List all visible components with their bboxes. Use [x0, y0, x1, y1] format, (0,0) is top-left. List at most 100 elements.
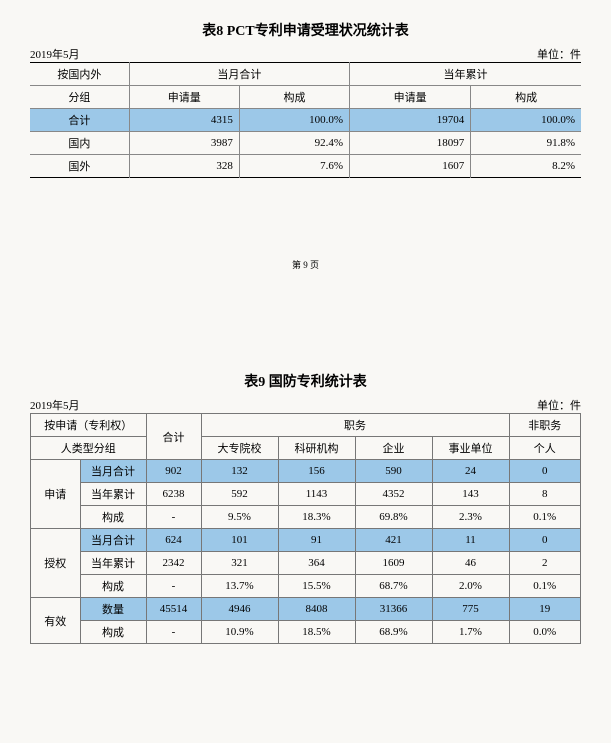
table-row: 授权当月合计62410191421110 — [31, 529, 581, 552]
t9-h-total: 合计 — [146, 414, 201, 460]
cell: 775 — [432, 598, 509, 621]
t8-h-yqty: 申请量 — [350, 86, 471, 109]
cell: 101 — [201, 529, 278, 552]
cell: 4946 — [201, 598, 278, 621]
t9-h-group-bottom: 人类型分组 — [31, 437, 147, 460]
cell: 592 — [201, 483, 278, 506]
cell: 143 — [432, 483, 509, 506]
cell: 18097 — [350, 132, 471, 155]
t9-h-c5: 个人 — [509, 437, 581, 460]
cell: 0.1% — [509, 575, 581, 598]
t8-h-group-top: 按国内外 — [30, 63, 129, 86]
table8-title: 表8 PCT专利申请受理状况统计表 — [30, 20, 581, 40]
cell: 19 — [509, 598, 581, 621]
table-row: 有效数量45514494684083136677519 — [31, 598, 581, 621]
cell: 100.0% — [239, 109, 349, 132]
cell: 9.5% — [201, 506, 278, 529]
cell: 4315 — [129, 109, 239, 132]
page-number: 第 9 页 — [30, 258, 581, 271]
cell: 8.2% — [471, 155, 581, 178]
table-row: 申请当月合计902132156590240 — [31, 460, 581, 483]
table-row: 国外3287.6%16078.2% — [30, 155, 581, 178]
cell: 364 — [278, 552, 355, 575]
section-label: 申请 — [31, 460, 81, 529]
t8-h-group-bottom: 分组 — [30, 86, 129, 109]
cell: 91 — [278, 529, 355, 552]
cell: 2342 — [146, 552, 201, 575]
cell: 10.9% — [201, 621, 278, 644]
table9-title: 表9 国防专利统计表 — [30, 371, 581, 391]
t8-h-ypct: 构成 — [471, 86, 581, 109]
cell: 8408 — [278, 598, 355, 621]
sub-label: 当月合计 — [80, 529, 146, 552]
table9-unit: 单位：件 — [537, 397, 581, 413]
cell: 624 — [146, 529, 201, 552]
cell: 1607 — [350, 155, 471, 178]
cell: 4352 — [355, 483, 432, 506]
section-label: 授权 — [31, 529, 81, 598]
cell: 31366 — [355, 598, 432, 621]
table9-period: 2019年5月 — [30, 400, 80, 412]
cell: 45514 — [146, 598, 201, 621]
sub-label: 当年累计 — [80, 483, 146, 506]
cell: 321 — [201, 552, 278, 575]
t9-h-service: 职务 — [201, 414, 509, 437]
cell: 902 — [146, 460, 201, 483]
cell: 68.7% — [355, 575, 432, 598]
table-row: 当年累计23423213641609462 — [31, 552, 581, 575]
section-label: 有效 — [31, 598, 81, 644]
cell: 18.5% — [278, 621, 355, 644]
table9: 按申请（专利权） 合计 职务 非职务 人类型分组 大专院校 科研机构 企业 事业… — [30, 413, 581, 644]
cell: 1.7% — [432, 621, 509, 644]
sub-label: 当月合计 — [80, 460, 146, 483]
cell: 132 — [201, 460, 278, 483]
t9-h-c1: 大专院校 — [201, 437, 278, 460]
sub-label: 构成 — [80, 575, 146, 598]
cell: 91.8% — [471, 132, 581, 155]
sub-label: 构成 — [80, 621, 146, 644]
row-label: 国外 — [30, 155, 129, 178]
table8: 按国内外 当月合计 当年累计 分组 申请量 构成 申请量 构成 合计431510… — [30, 62, 581, 178]
cell: 590 — [355, 460, 432, 483]
cell: 1609 — [355, 552, 432, 575]
table8-unit: 单位：件 — [537, 46, 581, 62]
table-row: 当年累计6238592114343521438 — [31, 483, 581, 506]
cell: 100.0% — [471, 109, 581, 132]
cell: 18.3% — [278, 506, 355, 529]
table-row: 构成-13.7%15.5%68.7%2.0%0.1% — [31, 575, 581, 598]
cell: - — [146, 575, 201, 598]
t8-h-month: 当月合计 — [129, 63, 349, 86]
cell: - — [146, 621, 201, 644]
cell: - — [146, 506, 201, 529]
cell: 7.6% — [239, 155, 349, 178]
t9-h-c2: 科研机构 — [278, 437, 355, 460]
sub-label: 当年累计 — [80, 552, 146, 575]
table-row: 合计4315100.0%19704100.0% — [30, 109, 581, 132]
cell: 2 — [509, 552, 581, 575]
cell: 2.0% — [432, 575, 509, 598]
t8-h-mpct: 构成 — [239, 86, 349, 109]
cell: 6238 — [146, 483, 201, 506]
sub-label: 数量 — [80, 598, 146, 621]
cell: 3987 — [129, 132, 239, 155]
cell: 19704 — [350, 109, 471, 132]
cell: 68.9% — [355, 621, 432, 644]
cell: 13.7% — [201, 575, 278, 598]
cell: 46 — [432, 552, 509, 575]
t9-h-c4: 事业单位 — [432, 437, 509, 460]
table8-subtitle-row: 2019年5月 单位：件 — [30, 46, 581, 62]
cell: 11 — [432, 529, 509, 552]
cell: 8 — [509, 483, 581, 506]
cell: 156 — [278, 460, 355, 483]
table8-period: 2019年5月 — [30, 49, 80, 61]
cell: 1143 — [278, 483, 355, 506]
row-label: 合计 — [30, 109, 129, 132]
row-label: 国内 — [30, 132, 129, 155]
table-row: 构成-10.9%18.5%68.9%1.7%0.0% — [31, 621, 581, 644]
t8-h-year: 当年累计 — [350, 63, 581, 86]
t9-h-nonservice: 非职务 — [509, 414, 581, 437]
cell: 0 — [509, 529, 581, 552]
cell: 15.5% — [278, 575, 355, 598]
cell: 328 — [129, 155, 239, 178]
t8-h-mqty: 申请量 — [129, 86, 239, 109]
